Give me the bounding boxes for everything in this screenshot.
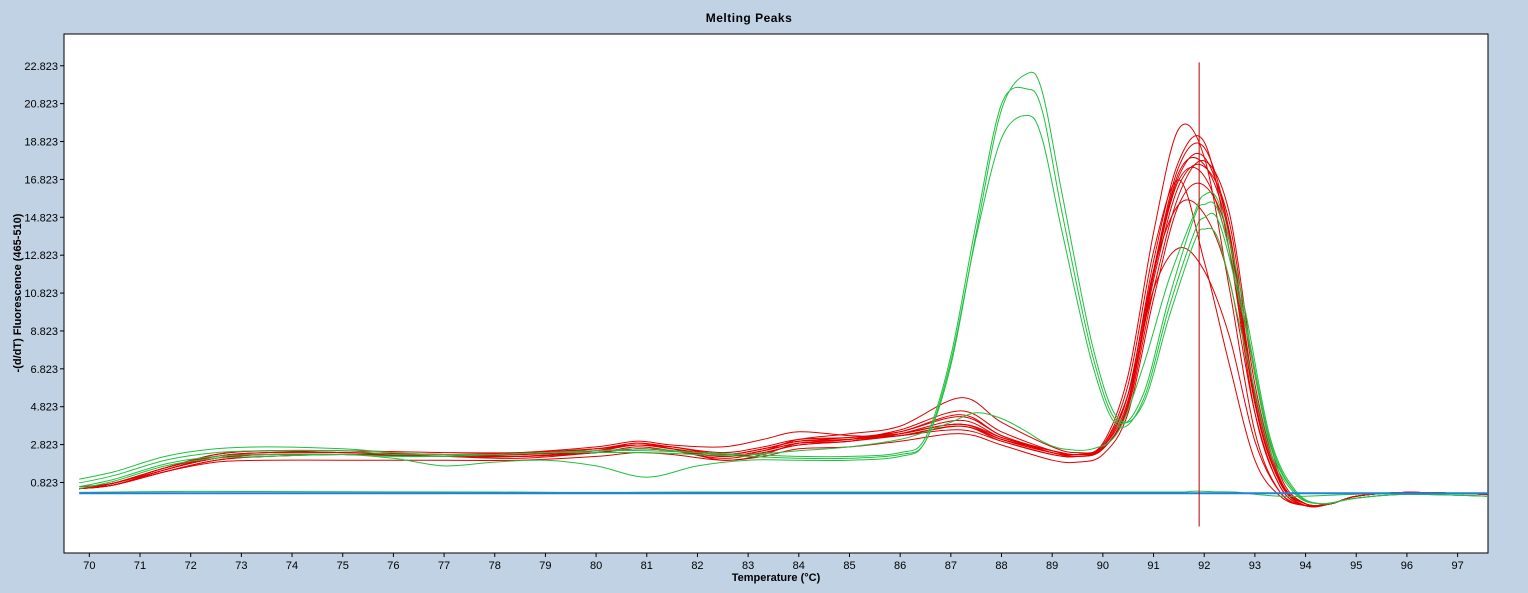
x-tick-label: 88: [995, 560, 1007, 572]
series-line-13-green: [79, 71, 1489, 505]
plot-area: [63, 33, 1489, 554]
x-tick-label: 85: [843, 560, 855, 572]
x-tick-label: 76: [387, 560, 399, 572]
x-tick-label: 94: [1299, 560, 1311, 572]
y-tick-label: 10.823: [24, 288, 58, 300]
x-tick-label: 96: [1401, 560, 1413, 572]
y-axis-title: -(d/dT) Fluorescence (465-510): [12, 213, 24, 372]
series-line-15-green: [79, 114, 1489, 505]
x-tick-label: 92: [1198, 560, 1210, 572]
y-tick-label: 2.823: [30, 440, 58, 452]
x-axis-title: Temperature (°C): [732, 572, 821, 584]
series-layer: [79, 71, 1489, 508]
x-tick-label: 87: [945, 560, 957, 572]
y-tick-label: 22.823: [24, 61, 58, 73]
x-tick-label: 97: [1451, 560, 1463, 572]
y-tick-label: 8.823: [30, 326, 58, 338]
x-tick-label: 77: [438, 560, 450, 572]
chart-title: Melting Peaks: [706, 11, 793, 25]
x-tick-label: 90: [1097, 560, 1109, 572]
x-tick-label: 95: [1350, 560, 1362, 572]
x-tick-label: 84: [793, 560, 805, 572]
x-tick-label: 89: [1046, 560, 1058, 572]
x-tick-label: 73: [235, 560, 247, 572]
x-axis: 70 71 72 73 74 75 76 77 78 79 80 81 82 83 84 85 86 87 88 89…: [83, 553, 1464, 572]
x-tick-label: 78: [489, 560, 501, 572]
x-tick-label: 86: [894, 560, 906, 572]
series-line-14-green: [79, 86, 1489, 505]
x-tick-label: 93: [1249, 560, 1261, 572]
series-line-16-green: [79, 191, 1489, 505]
x-tick-label: 71: [134, 560, 146, 572]
y-tick-label: 16.823: [24, 174, 58, 186]
x-tick-label: 83: [742, 560, 754, 572]
y-tick-label: 4.823: [30, 402, 58, 414]
x-tick-label: 74: [286, 560, 298, 572]
y-tick-label: 0.823: [30, 477, 58, 489]
y-tick-label: 6.823: [30, 364, 58, 376]
y-tick-label: 20.823: [24, 99, 58, 111]
y-tick-label: 18.823: [24, 137, 58, 149]
x-tick-label: 70: [83, 560, 95, 572]
y-axis: 0.823 2.823 4.823 6.823 8.823 10.823 12.823 14.…: [24, 61, 64, 489]
x-tick-label: 79: [539, 560, 551, 572]
y-tick-label: 14.823: [24, 212, 58, 224]
x-tick-label: 80: [590, 560, 602, 572]
x-tick-label: 82: [691, 560, 703, 572]
y-tick-label: 12.823: [24, 250, 58, 262]
x-tick-label: 91: [1147, 560, 1159, 572]
x-tick-label: 72: [185, 560, 197, 572]
x-tick-label: 81: [641, 560, 653, 572]
series-line-17-green: [79, 490, 1489, 497]
x-tick-label: 75: [337, 560, 349, 572]
series-line-12-red: [79, 157, 1489, 507]
